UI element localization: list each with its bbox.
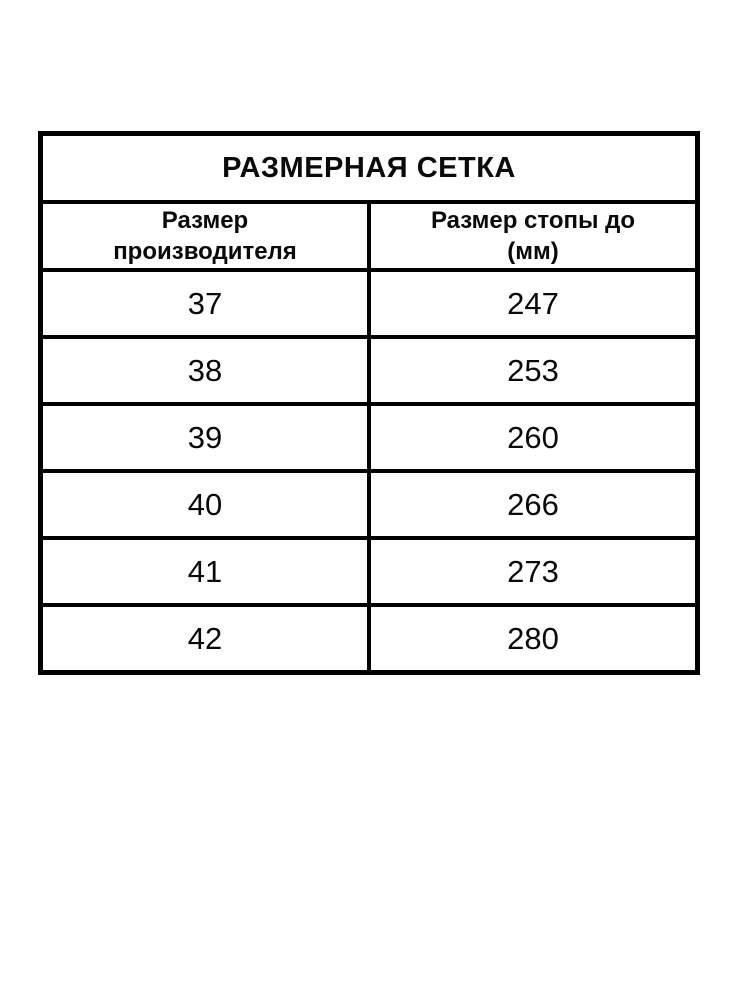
column-header-manufacturer-size-line2: производителя xyxy=(113,238,297,265)
table-row: 37 247 xyxy=(38,268,700,339)
cell-foot-260: 260 xyxy=(367,402,700,473)
size-chart-table: РАЗМЕРНАЯ СЕТКА Размер производителя Раз… xyxy=(38,131,700,675)
column-header-manufacturer-size: Размер производителя xyxy=(38,200,371,272)
cell-foot-247: 247 xyxy=(367,268,700,339)
column-header-manufacturer-size-line1: Размер xyxy=(161,206,249,234)
table-row: 42 280 xyxy=(38,603,700,675)
cell-foot-280: 280 xyxy=(367,603,700,675)
cell-foot-253: 253 xyxy=(367,335,700,406)
title-row: РАЗМЕРНАЯ СЕТКА xyxy=(38,131,700,204)
table-row: 41 273 xyxy=(38,536,700,607)
size-chart: РАЗМЕРНАЯ СЕТКА Размер производителя Раз… xyxy=(38,131,700,675)
table-title: РАЗМЕРНАЯ СЕТКА xyxy=(38,131,700,204)
cell-foot-266: 266 xyxy=(367,469,700,540)
cell-size-37: 37 xyxy=(38,268,371,339)
column-header-foot-size-line2: (мм) xyxy=(507,238,559,265)
cell-size-39: 39 xyxy=(38,402,371,473)
column-header-foot-size-line1: Размер стопы до xyxy=(430,206,636,234)
cell-foot-273: 273 xyxy=(367,536,700,607)
cell-size-38: 38 xyxy=(38,335,371,406)
table-row: 39 260 xyxy=(38,402,700,473)
column-header-foot-size: Размер стопы до (мм) xyxy=(367,200,700,272)
cell-size-41: 41 xyxy=(38,536,371,607)
table-row: 38 253 xyxy=(38,335,700,406)
cell-size-42: 42 xyxy=(38,603,371,675)
cell-size-40: 40 xyxy=(38,469,371,540)
table-row: 40 266 xyxy=(38,469,700,540)
header-row: Размер производителя Размер стопы до (мм… xyxy=(38,200,700,272)
